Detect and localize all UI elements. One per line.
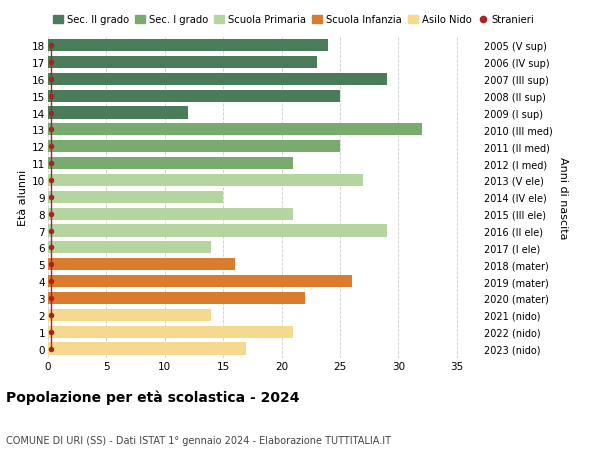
- Bar: [48, 57, 317, 69]
- Bar: [48, 258, 235, 271]
- Bar: [48, 90, 340, 102]
- Text: Popolazione per età scolastica - 2024: Popolazione per età scolastica - 2024: [6, 389, 299, 404]
- Y-axis label: Età alunni: Età alunni: [18, 169, 28, 225]
- Bar: [48, 275, 352, 287]
- Bar: [48, 158, 293, 170]
- Bar: [48, 124, 422, 136]
- Bar: [48, 242, 211, 254]
- Bar: [48, 40, 328, 52]
- Bar: [48, 208, 293, 220]
- Bar: [48, 174, 363, 187]
- Bar: [48, 326, 293, 338]
- Legend: Sec. II grado, Sec. I grado, Scuola Primaria, Scuola Infanzia, Asilo Nido, Stran: Sec. II grado, Sec. I grado, Scuola Prim…: [53, 15, 535, 25]
- Bar: [48, 107, 188, 119]
- Bar: [48, 343, 247, 355]
- Text: COMUNE DI URI (SS) - Dati ISTAT 1° gennaio 2024 - Elaborazione TUTTITALIA.IT: COMUNE DI URI (SS) - Dati ISTAT 1° genna…: [6, 435, 391, 445]
- Bar: [48, 309, 211, 321]
- Bar: [48, 292, 305, 304]
- Bar: [48, 141, 340, 153]
- Y-axis label: Anni di nascita: Anni di nascita: [559, 156, 568, 239]
- Bar: [48, 225, 386, 237]
- Bar: [48, 73, 386, 86]
- Bar: [48, 191, 223, 203]
